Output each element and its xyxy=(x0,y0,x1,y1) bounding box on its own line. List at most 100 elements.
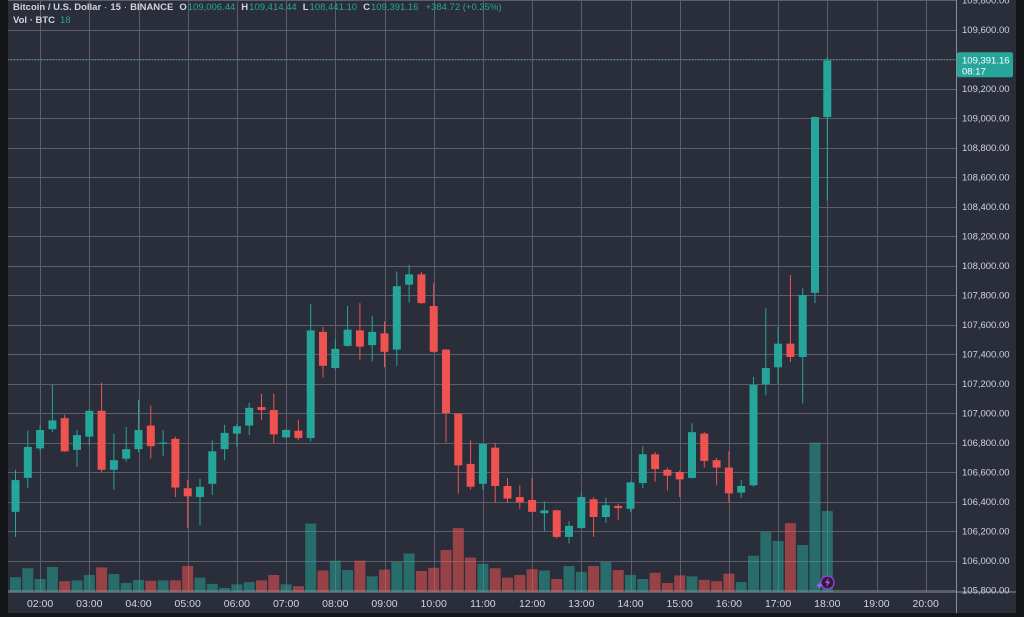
open-key: O xyxy=(179,2,187,13)
volume-value: 18 xyxy=(60,15,71,26)
candle xyxy=(601,497,610,523)
volume-bar xyxy=(625,574,636,592)
candle xyxy=(282,429,291,439)
price-axis[interactable]: 109,800.00 109,600.00 109,200.00 109,000.00… xyxy=(957,0,1016,597)
volume-bar xyxy=(366,576,378,592)
volume-bar xyxy=(83,574,95,592)
price-change: +384.72 (+0.35%) xyxy=(425,2,502,13)
candle-body xyxy=(823,60,832,118)
candle xyxy=(614,503,623,520)
candle xyxy=(737,480,746,498)
volume-bar xyxy=(723,573,735,592)
candle-body xyxy=(454,413,463,466)
candle-body xyxy=(565,525,573,537)
price-axis-label: 105,800.00 xyxy=(962,586,1010,597)
candle-body xyxy=(343,329,352,346)
volume-bar xyxy=(661,583,673,592)
volume-bar xyxy=(71,580,83,592)
price-axis-label: 109,200.00 xyxy=(962,84,1010,95)
price-axis-label: 107,600.00 xyxy=(962,320,1010,331)
candle xyxy=(700,432,709,468)
candle-body xyxy=(11,480,20,512)
candle xyxy=(11,469,20,537)
volume-bar xyxy=(157,580,169,592)
sparkle-icon xyxy=(816,582,823,589)
lightning-bolt-icon[interactable] xyxy=(816,575,835,590)
candle xyxy=(798,288,807,404)
time-axis-label: 16:00 xyxy=(716,598,742,610)
price-axis-label: 106,200.00 xyxy=(962,527,1010,538)
price-axis-label: 109,800.00 xyxy=(962,0,1010,7)
candle xyxy=(60,414,69,453)
candle xyxy=(565,521,573,544)
volume-bar xyxy=(698,579,710,592)
candle xyxy=(724,451,733,503)
volume-bar xyxy=(797,545,809,592)
time-axis[interactable]: 02:00 03:00 04:00 05:00 06:00 07:00 08:00 09:00… xyxy=(27,598,939,610)
legend-separator: · xyxy=(104,2,108,13)
candle-body xyxy=(724,467,733,494)
chart-panel[interactable] xyxy=(8,0,1016,613)
time-axis-label: 17:00 xyxy=(765,598,791,610)
close-key: C xyxy=(363,2,370,13)
candle xyxy=(503,477,512,503)
time-axis-label: 20:00 xyxy=(913,598,939,610)
volume-bar xyxy=(108,574,120,592)
candle-body xyxy=(478,443,487,484)
volume-label[interactable]: Vol · BTC xyxy=(13,15,56,26)
volume-bar xyxy=(329,560,341,592)
candle-body xyxy=(515,497,524,503)
time-axis-label: 15:00 xyxy=(667,598,693,610)
low-value: 108,441.10 xyxy=(309,2,358,13)
candle xyxy=(232,424,241,447)
legend-price-row: Bitcoin / U.S. Dollar · 15 · BINANCE O 1… xyxy=(13,1,502,14)
candle-body xyxy=(405,274,414,285)
candle xyxy=(478,443,487,490)
candle xyxy=(688,423,696,479)
time-axis-label: 18:00 xyxy=(814,598,840,610)
candle xyxy=(146,405,155,459)
candle-body xyxy=(700,433,709,461)
volume-bar xyxy=(674,575,686,592)
price-axis-label: 108,400.00 xyxy=(962,202,1010,213)
price-axis-label: 107,200.00 xyxy=(962,379,1010,390)
candle xyxy=(159,429,168,456)
candle xyxy=(392,271,401,366)
volume-bar xyxy=(637,578,649,592)
volume-bar xyxy=(440,549,452,592)
volume-bar xyxy=(292,586,304,592)
candle-body xyxy=(380,333,389,352)
candle-body xyxy=(688,432,696,478)
legend-high: H 109,414.44 xyxy=(241,1,296,14)
time-axis-label: 19:00 xyxy=(863,598,889,610)
price-axis-label: 107,000.00 xyxy=(962,409,1010,420)
candle-body xyxy=(737,486,746,493)
candle xyxy=(626,481,635,512)
time-axis-label: 05:00 xyxy=(175,598,201,610)
volume-bar xyxy=(403,553,415,592)
candle-body xyxy=(503,486,512,499)
interval-label[interactable]: 15 xyxy=(110,2,121,13)
price-axis-label: 106,400.00 xyxy=(962,497,1010,508)
candle xyxy=(405,264,414,303)
candle xyxy=(761,308,770,396)
candle-body xyxy=(626,482,635,509)
price-axis-label: 108,600.00 xyxy=(962,173,1010,184)
candle-body xyxy=(355,330,364,347)
volume-bar xyxy=(219,587,231,592)
candle xyxy=(528,477,537,513)
high-value: 109,414.44 xyxy=(249,2,297,13)
volume-bar xyxy=(34,578,46,592)
candle xyxy=(749,376,758,487)
symbol-name[interactable]: Bitcoin / U.S. Dollar xyxy=(13,2,102,13)
volume-bar xyxy=(379,569,390,592)
candle-body xyxy=(48,420,57,430)
time-axis-label: 10:00 xyxy=(421,598,447,610)
candle-body xyxy=(23,446,32,478)
candle xyxy=(245,402,254,436)
volume-bar xyxy=(452,528,464,592)
volume-bar xyxy=(317,570,329,592)
